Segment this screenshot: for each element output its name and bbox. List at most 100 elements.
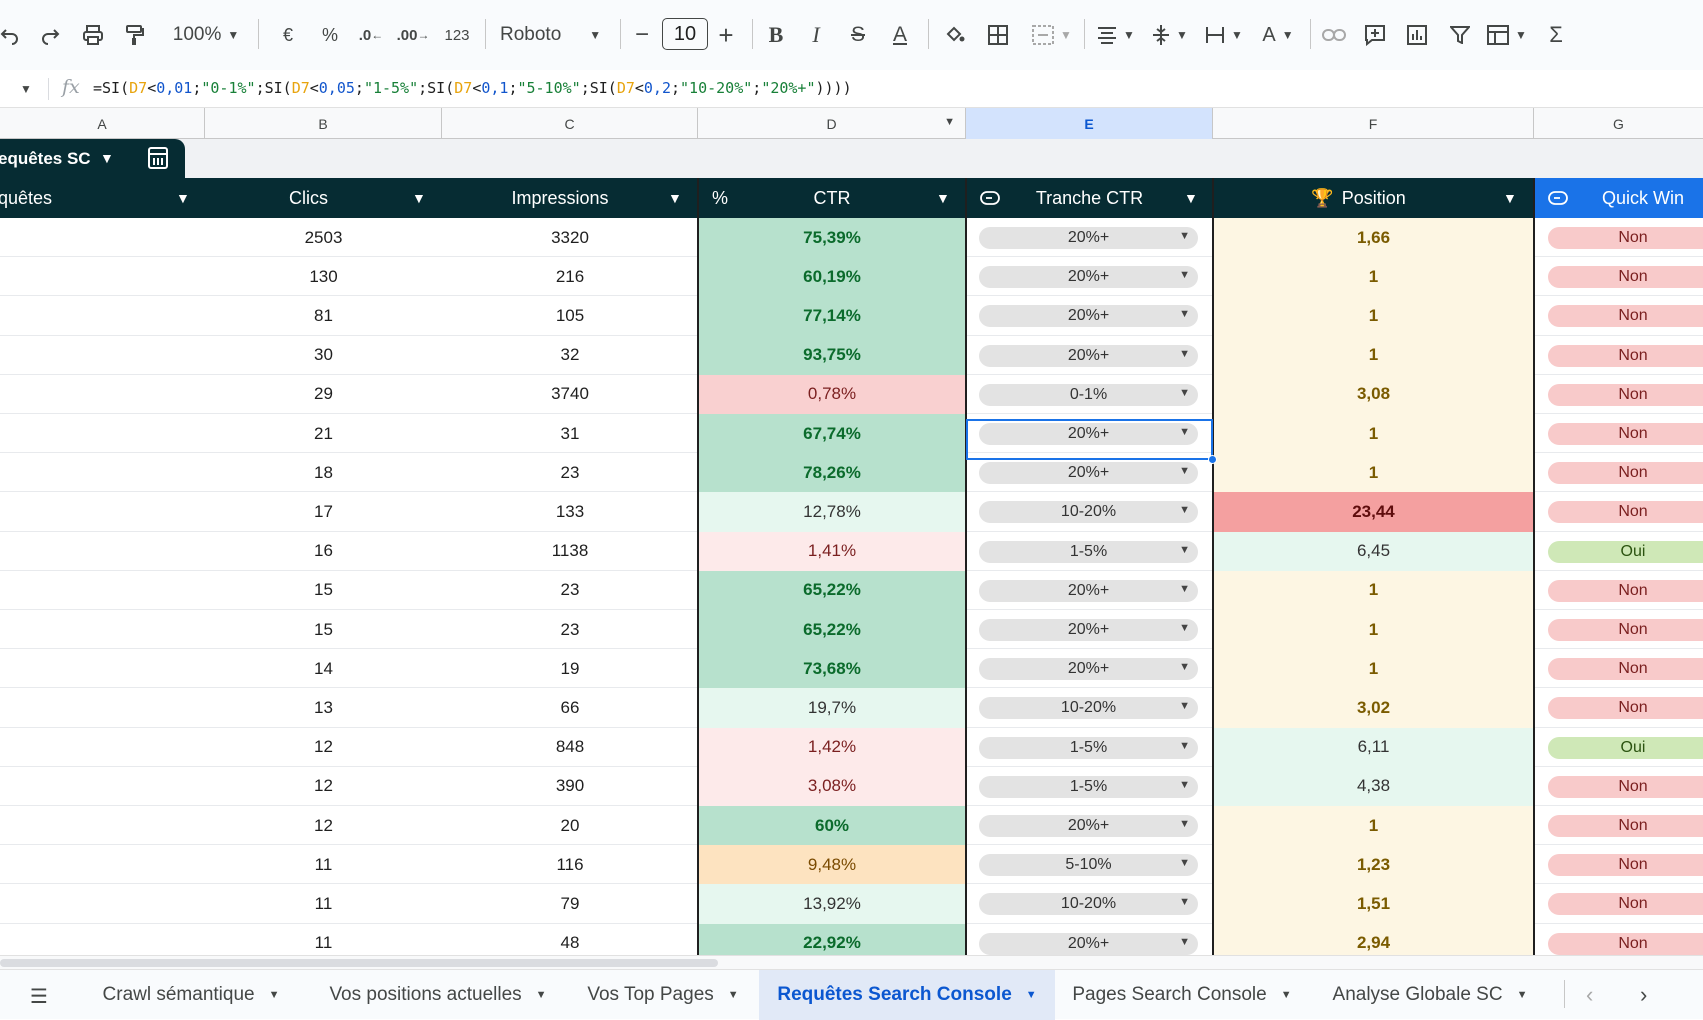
cell-ctr[interactable]: 13,92% xyxy=(698,884,966,924)
cell-quick-win[interactable]: Non xyxy=(1534,375,1703,414)
cell-ctr[interactable]: 1,42% xyxy=(698,727,966,767)
scroll-tabs-right-icon[interactable]: › xyxy=(1640,982,1648,1007)
cell-clics[interactable]: 11 xyxy=(314,933,333,953)
cell-clics[interactable]: 14 xyxy=(314,658,333,678)
insert-comment-icon[interactable] xyxy=(1362,15,1388,55)
percent-format-button[interactable]: % xyxy=(321,24,338,45)
cell-clics[interactable]: 11 xyxy=(314,854,333,874)
cell-ctr[interactable]: 19,7% xyxy=(698,688,966,728)
cell-ctr[interactable]: 67,74% xyxy=(698,414,966,454)
quick-win-chip[interactable]: Non xyxy=(1548,854,1703,877)
merge-cells-icon[interactable]: ▼ xyxy=(1030,15,1074,55)
tranche-dropdown-chip[interactable]: 20%+ ▼ xyxy=(979,266,1198,289)
sheet-tab-analyse-globale[interactable]: Analyse Globale SC ▼ xyxy=(1322,970,1538,1020)
cell-quick-win[interactable]: Non xyxy=(1534,806,1703,845)
tranche-dropdown-chip[interactable]: 20%+ ▼ xyxy=(979,344,1198,367)
cell-quick-win[interactable]: Non xyxy=(1534,453,1703,492)
text-wrapping-icon[interactable]: ▼ xyxy=(1202,15,1246,55)
cell-position[interactable]: 1,51 xyxy=(1213,884,1534,924)
cell-ctr[interactable]: 3,08% xyxy=(698,766,966,806)
cell-tranche[interactable]: 20%+ ▼ xyxy=(966,924,1213,955)
quick-win-chip[interactable]: Non xyxy=(1548,775,1703,798)
cell-ctr[interactable]: 60% xyxy=(698,806,966,846)
vertical-align-icon[interactable]: ▼ xyxy=(1148,15,1192,55)
cell-impressions[interactable]: 23 xyxy=(560,619,580,639)
cell-requete[interactable] xyxy=(0,453,205,492)
cell-tranche[interactable]: 20%+ ▼ xyxy=(966,218,1213,257)
sheet-tab-top-pages[interactable]: Vos Top Pages ▼ xyxy=(574,970,752,1020)
tranche-dropdown-chip[interactable]: 20%+ ▼ xyxy=(979,579,1198,602)
cell-quick-win[interactable]: Non xyxy=(1534,610,1703,649)
tranche-dropdown-chip[interactable]: 5-10% ▼ xyxy=(979,854,1198,877)
borders-icon[interactable] xyxy=(986,15,1010,55)
cell-requete[interactable] xyxy=(0,649,205,688)
cell-tranche[interactable]: 10-20% ▼ xyxy=(966,884,1213,923)
print-icon[interactable] xyxy=(80,15,106,55)
cell-tranche[interactable]: 20%+ ▼ xyxy=(966,571,1213,610)
tranche-dropdown-chip[interactable]: 20%+ ▼ xyxy=(979,423,1198,445)
horizontal-scrollbar[interactable] xyxy=(0,955,1703,969)
column-header-f[interactable]: F xyxy=(1213,108,1534,139)
tranche-dropdown-chip[interactable]: 20%+ ▼ xyxy=(979,815,1198,837)
quick-win-chip[interactable]: Non xyxy=(1548,501,1703,524)
cell-impressions[interactable]: 23 xyxy=(560,462,580,482)
cell-requete[interactable] xyxy=(0,610,205,649)
horizontal-align-icon[interactable]: ▼ xyxy=(1094,15,1138,55)
quick-win-chip[interactable]: Non xyxy=(1548,658,1703,681)
font-select[interactable]: Roboto ▼ xyxy=(500,15,610,55)
cell-position[interactable]: 2,94 xyxy=(1213,923,1534,955)
quick-win-chip[interactable]: Non xyxy=(1548,579,1703,602)
sheet-tab-pages-search-console[interactable]: Pages Search Console ▼ xyxy=(1062,970,1302,1020)
cell-requete[interactable] xyxy=(0,767,205,806)
cell-impressions[interactable]: 23 xyxy=(560,580,580,600)
cell-impressions[interactable]: 31 xyxy=(560,423,580,443)
cell-clics[interactable]: 81 xyxy=(314,305,333,325)
cell-quick-win[interactable]: Non xyxy=(1534,767,1703,806)
fill-color-icon[interactable] xyxy=(942,15,968,55)
cell-requete[interactable] xyxy=(0,571,205,610)
name-box-chevron-icon[interactable]: ▼ xyxy=(20,82,32,96)
cell-requete[interactable] xyxy=(0,336,205,375)
cell-quick-win[interactable]: Non xyxy=(1534,924,1703,955)
quick-win-chip[interactable]: Non xyxy=(1548,305,1703,328)
functions-icon[interactable]: Σ xyxy=(1549,22,1563,47)
strikethrough-icon[interactable]: S xyxy=(850,23,865,46)
bold-icon[interactable]: B xyxy=(768,22,784,47)
cell-tranche[interactable]: 20%+ ▼ xyxy=(966,806,1213,845)
cell-ctr[interactable]: 22,92% xyxy=(698,923,966,955)
cell-position[interactable]: 3,08 xyxy=(1213,374,1534,414)
cell-quick-win[interactable]: Non xyxy=(1534,649,1703,688)
scrollbar-thumb[interactable] xyxy=(0,959,718,967)
chevron-down-icon[interactable]: ▼ xyxy=(1280,989,1292,1001)
currency-format-button[interactable]: € xyxy=(282,24,293,45)
cell-tranche[interactable]: 20%+ ▼ xyxy=(966,296,1213,335)
cell-clics[interactable]: 13 xyxy=(314,697,333,717)
cell-quick-win[interactable]: Non xyxy=(1534,336,1703,375)
tranche-dropdown-chip[interactable]: 10-20% ▼ xyxy=(979,893,1198,916)
cell-requete[interactable] xyxy=(0,414,205,453)
cell-quick-win[interactable]: Non xyxy=(1534,414,1703,453)
cell-position[interactable]: 1 xyxy=(1213,296,1534,336)
cell-tranche[interactable]: 20%+ ▼ xyxy=(966,336,1213,375)
fill-handle[interactable] xyxy=(1208,455,1217,464)
cell-position[interactable]: 23,44 xyxy=(1213,492,1534,532)
cell-requete[interactable] xyxy=(0,532,205,571)
cell-impressions[interactable]: 1138 xyxy=(551,541,589,561)
decrease-font-size-button[interactable]: − xyxy=(634,21,649,48)
header-position[interactable]: 🏆 Position ▼ xyxy=(1213,178,1534,218)
header-quick-win[interactable]: Quick Win xyxy=(1534,178,1703,218)
cell-clics[interactable]: 16 xyxy=(314,541,333,561)
header-tranche[interactable]: Tranche CTR ▼ xyxy=(966,178,1213,218)
header-clics[interactable]: Clics ▼ xyxy=(205,178,442,218)
tranche-dropdown-chip[interactable]: 20%+ ▼ xyxy=(979,462,1198,485)
chevron-down-icon[interactable]: ▼ xyxy=(268,989,280,1001)
cell-impressions[interactable]: 48 xyxy=(560,933,580,953)
cell-impressions[interactable]: 32 xyxy=(560,345,580,365)
cell-requete[interactable] xyxy=(0,728,205,767)
cell-tranche[interactable]: 1-5% ▼ xyxy=(966,532,1213,571)
chevron-down-icon[interactable]: ▼ xyxy=(100,150,114,166)
quick-win-chip[interactable]: Non xyxy=(1548,815,1703,837)
quick-win-chip[interactable]: Non xyxy=(1548,932,1703,955)
cell-impressions[interactable]: 66 xyxy=(560,697,580,717)
quick-win-chip[interactable]: Non xyxy=(1548,423,1703,445)
